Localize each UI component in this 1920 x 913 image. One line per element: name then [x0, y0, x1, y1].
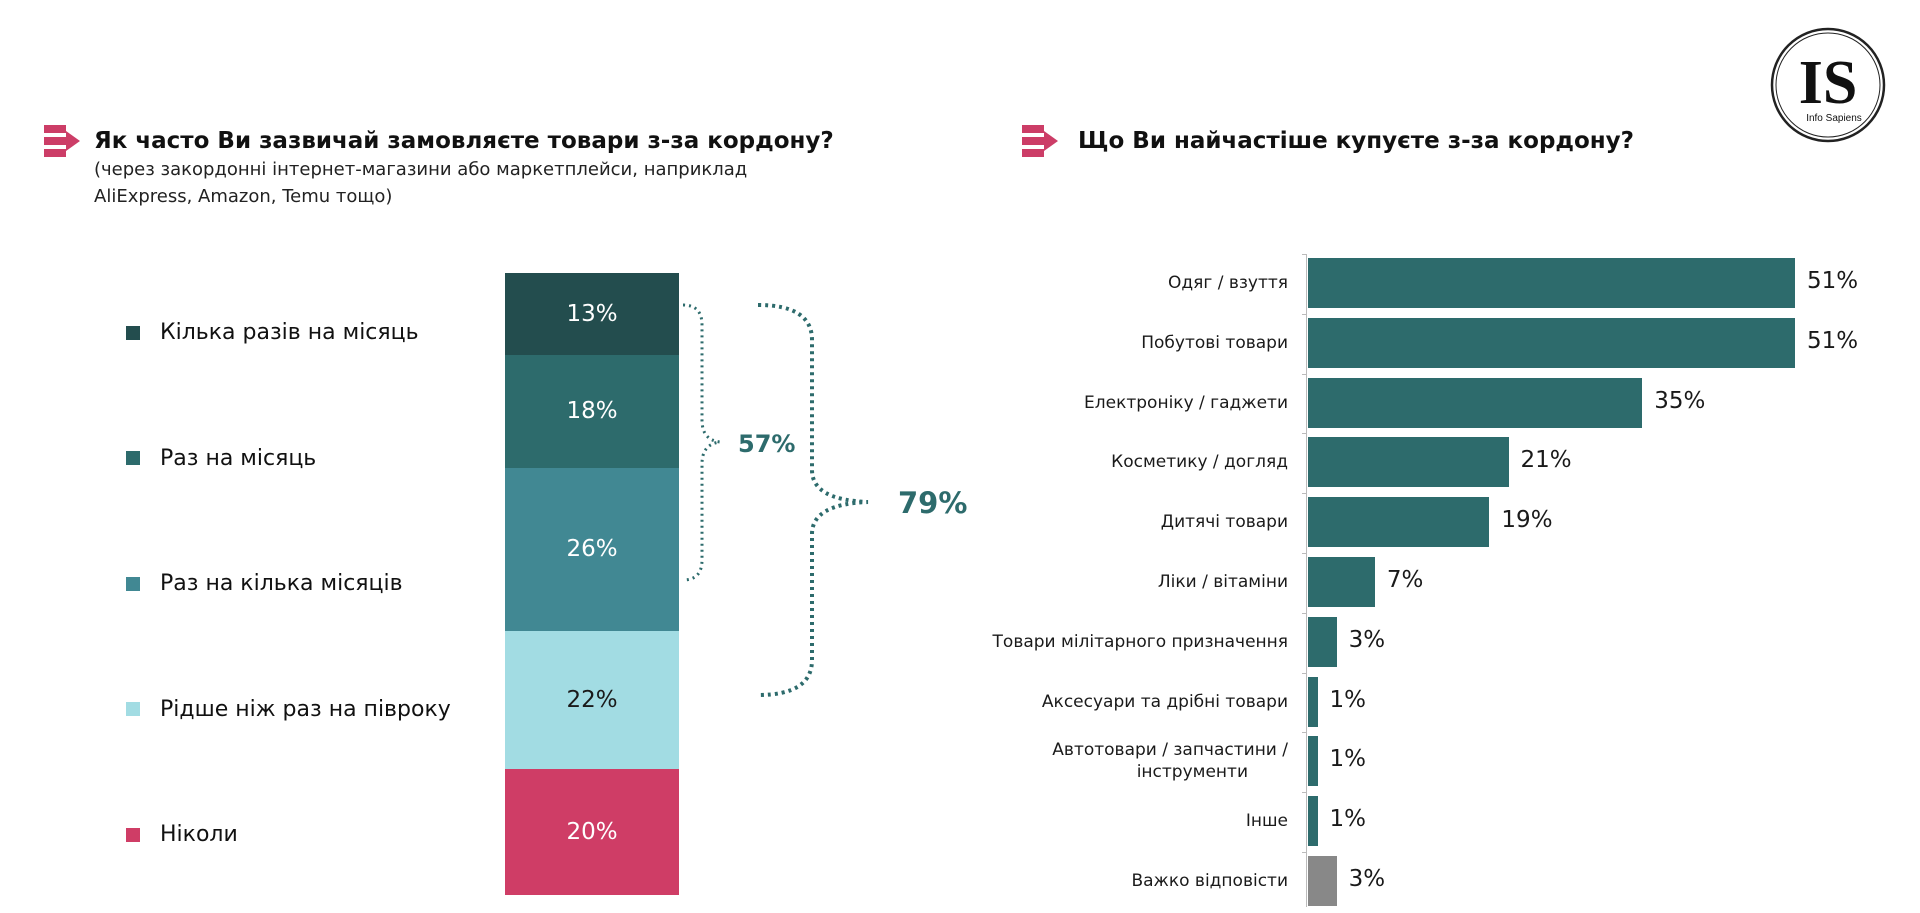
category-label: Важко відповісти: [1131, 870, 1288, 892]
category-label: Автотовари / запчастини / інструменти: [1052, 739, 1288, 783]
bar-value-label: 1%: [1329, 806, 1367, 833]
axis-tick: [1302, 373, 1307, 375]
bar-value-label: 7%: [1386, 567, 1424, 593]
bracket-79-label: 79%: [898, 486, 968, 520]
category-label: Електроніку / гаджети: [1084, 392, 1288, 414]
axis-tick: [1302, 672, 1307, 674]
bar-value-label: 1%: [1329, 686, 1367, 713]
subtitle-line-1: (через закордонні інтернет-магазини або …: [94, 159, 748, 180]
category-label-line: Ліки / вітаміни: [1157, 572, 1288, 592]
axis-tick: [1302, 433, 1307, 435]
stack-segment: 18%: [505, 354, 679, 468]
bar: [1308, 497, 1490, 548]
bar-value-label: 1%: [1329, 746, 1367, 773]
segment-value-label: 22%: [566, 687, 618, 714]
category-label: Косметику / догляд: [1111, 451, 1288, 473]
bar: [1308, 796, 1318, 847]
left-chart-title: Як часто Ви зазвичай замовляєте товари з…: [94, 128, 834, 154]
axis-tick: [1302, 254, 1307, 255]
bar: [1308, 856, 1337, 906]
category-label-line: інструменти: [1136, 762, 1248, 783]
right-chart-title: Що Ви найчастіше купуєте з-за кордону?: [1078, 128, 1635, 154]
category-label: Інше: [1246, 810, 1288, 832]
bar-value-label: 51%: [1807, 268, 1859, 294]
category-label-line: Електроніку / гаджети: [1084, 392, 1288, 413]
category-label: Побутові товари: [1141, 332, 1288, 354]
legend-label: Рідше ніж раз на півроку: [160, 696, 451, 722]
category-label-line: Важко відповісти: [1131, 871, 1288, 891]
legend-swatch: [126, 827, 140, 842]
arrow-right-icon: [44, 125, 80, 157]
bar: [1308, 676, 1318, 727]
category-label: Одяг / взуття: [1168, 272, 1288, 294]
legend-label: Ніколи: [160, 822, 238, 847]
segment-value-label: 18%: [566, 398, 618, 425]
arrow-right-icon: [1022, 125, 1058, 157]
segment-value-label: 13%: [566, 300, 618, 327]
category-label-line: Товари мілітарного призначення: [992, 631, 1288, 652]
category-label-line: Дитячі товари: [1160, 512, 1288, 533]
legend-item: Рідше ніж раз на півроку: [126, 697, 451, 722]
axis-tick: [1302, 553, 1307, 554]
axis-tick: [1302, 612, 1307, 614]
category-label-line: Аксесуари та дрібні товари: [1041, 691, 1288, 712]
bracket-57: [682, 303, 721, 582]
svg-text:IS: IS: [1799, 49, 1858, 117]
svg-text:Info Sapiens: Info Sapiens: [1806, 113, 1862, 124]
legend-item: Кілька разів на місяць: [126, 320, 419, 345]
bar: [1308, 557, 1375, 607]
bar-value-label: 3%: [1348, 626, 1386, 653]
legend-item: Ніколи: [126, 822, 238, 847]
legend-swatch: [126, 576, 140, 591]
category-label-line: Косметику / догляд: [1111, 452, 1288, 473]
left-chart-subtitle: (через закордонні інтернет-магазини або …: [94, 156, 854, 210]
stack-segment: 13%: [505, 273, 679, 355]
category-label: Дитячі товари: [1161, 511, 1288, 533]
segment-value-label: 20%: [566, 819, 618, 846]
bar-value-label: 3%: [1348, 866, 1386, 892]
bracket-79: [757, 303, 869, 697]
category-label: Аксесуари та дрібні товари: [1042, 691, 1288, 713]
legend-swatch: [126, 325, 140, 340]
bar: [1308, 377, 1643, 428]
stack-segment: 26%: [505, 467, 679, 632]
subtitle-line-2: AliExpress, Amazon, Temu тощо): [94, 186, 393, 207]
bar-value-label: 35%: [1654, 387, 1706, 414]
stack-segment: 20%: [505, 769, 679, 895]
bar: [1308, 317, 1795, 368]
category-label: Товари мілітарного призначення: [993, 631, 1288, 653]
bar: [1308, 437, 1509, 488]
bar: [1308, 258, 1795, 308]
segment-value-label: 26%: [566, 536, 618, 563]
stack-segment: 22%: [505, 631, 679, 770]
axis-tick: [1302, 792, 1307, 794]
bar-value-label: 19%: [1501, 507, 1553, 534]
bar: [1308, 616, 1337, 667]
legend-swatch: [126, 702, 140, 716]
info-sapiens-logo: IS Info Sapiens: [1770, 27, 1886, 143]
axis-tick: [1302, 852, 1307, 853]
legend-label: Кілька разів на місяць: [160, 320, 419, 345]
legend-item: Раз на місяць: [126, 446, 316, 471]
category-label: Ліки / вітаміни: [1158, 571, 1288, 593]
legend-swatch: [126, 451, 140, 465]
axis-tick: [1302, 732, 1307, 734]
bar-value-label: 21%: [1520, 447, 1572, 474]
category-label-line: Побутові товари: [1141, 332, 1288, 353]
legend-label: Раз на місяць: [160, 445, 317, 471]
legend-item: Раз на кілька місяців: [126, 571, 403, 596]
bar-value-label: 51%: [1807, 327, 1859, 354]
bracket-57-label: 57%: [738, 430, 796, 458]
legend-label: Раз на кілька місяців: [160, 571, 403, 596]
axis-tick: [1302, 313, 1307, 315]
category-label-line: Одяг / взуття: [1168, 273, 1288, 293]
y-axis-line: [1306, 255, 1307, 907]
bar: [1308, 736, 1318, 787]
axis-tick: [1302, 493, 1307, 495]
category-label-line: Автотовари / запчастини /: [1052, 740, 1288, 761]
category-label-line: Інше: [1245, 811, 1288, 832]
